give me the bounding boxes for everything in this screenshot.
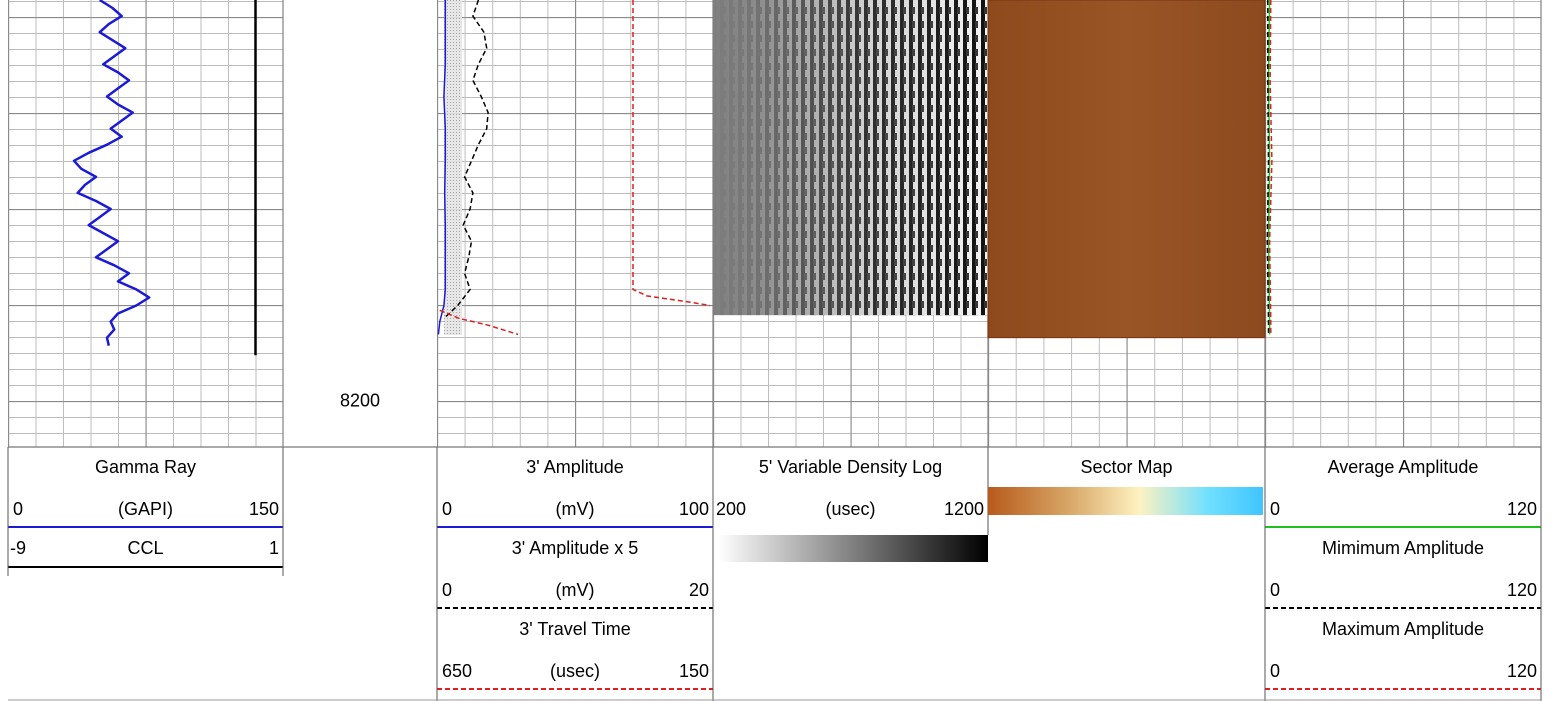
scale-left: 0 bbox=[1270, 661, 1280, 681]
curve bbox=[72, 0, 151, 346]
curve bbox=[443, 0, 489, 319]
track-title: Sector Map bbox=[1080, 457, 1172, 477]
scale-right: 100 bbox=[679, 499, 709, 519]
scale-right: 120 bbox=[1507, 499, 1537, 519]
scale-right: 150 bbox=[679, 661, 709, 681]
curve-name: Average Amplitude bbox=[1328, 457, 1479, 477]
scale-left: 0 bbox=[13, 499, 23, 519]
curve bbox=[439, 0, 711, 336]
sector-color-bar bbox=[988, 487, 1263, 515]
grid-major-area bbox=[1265, 0, 1541, 447]
curve-unit: (usec) bbox=[550, 661, 600, 681]
scale-left: 200 bbox=[716, 499, 746, 519]
scale-right: 20 bbox=[689, 580, 709, 600]
curve bbox=[437, 0, 447, 335]
scale-left: 0 bbox=[1270, 499, 1280, 519]
sector-image bbox=[987, 0, 1266, 339]
scale-left: -9 bbox=[10, 538, 26, 558]
grid-major-area bbox=[437, 0, 713, 447]
curve-unit: (mV) bbox=[556, 499, 595, 519]
scale-left: 0 bbox=[1270, 580, 1280, 600]
curve-name: CCL bbox=[127, 538, 163, 558]
scale-right: 120 bbox=[1507, 661, 1537, 681]
marks bbox=[72, 0, 1273, 356]
curve-name: Mimimum Amplitude bbox=[1322, 538, 1484, 558]
scale-left: 0 bbox=[442, 499, 452, 519]
scale-right: 120 bbox=[1507, 580, 1537, 600]
scale-left: 650 bbox=[442, 661, 472, 681]
scale-right: 150 bbox=[249, 499, 279, 519]
scale-unit: (usec) bbox=[825, 499, 875, 519]
curve bbox=[1268, 0, 1273, 335]
vdl-waveforms bbox=[713, 0, 988, 316]
track-title: 5' Variable Density Log bbox=[759, 457, 942, 477]
curve-name: Gamma Ray bbox=[95, 457, 196, 477]
curve-name: 3' Travel Time bbox=[519, 619, 630, 639]
scale-right: 1 bbox=[269, 538, 279, 558]
grid-major-area bbox=[8, 0, 283, 447]
curve-name: Maximum Amplitude bbox=[1322, 619, 1484, 639]
curve bbox=[1266, 0, 1270, 335]
scale-right: 1200 bbox=[944, 499, 984, 519]
scale-left: 0 bbox=[442, 580, 452, 600]
header: Gamma Ray (GAPI) 0 150 CCL -9 1 8200 3' Amplitud… bbox=[7, 391, 1542, 701]
curve-name: 3' Amplitude bbox=[526, 457, 624, 477]
curve bbox=[1267, 0, 1271, 335]
vdl-color-bar bbox=[718, 535, 988, 562]
curve-name: 3' Amplitude x 5 bbox=[512, 538, 639, 558]
curve-unit: (GAPI) bbox=[118, 499, 173, 519]
curve-unit: (mV) bbox=[556, 580, 595, 600]
depth-label: 8200 bbox=[340, 391, 380, 411]
shading bbox=[444, 0, 462, 335]
